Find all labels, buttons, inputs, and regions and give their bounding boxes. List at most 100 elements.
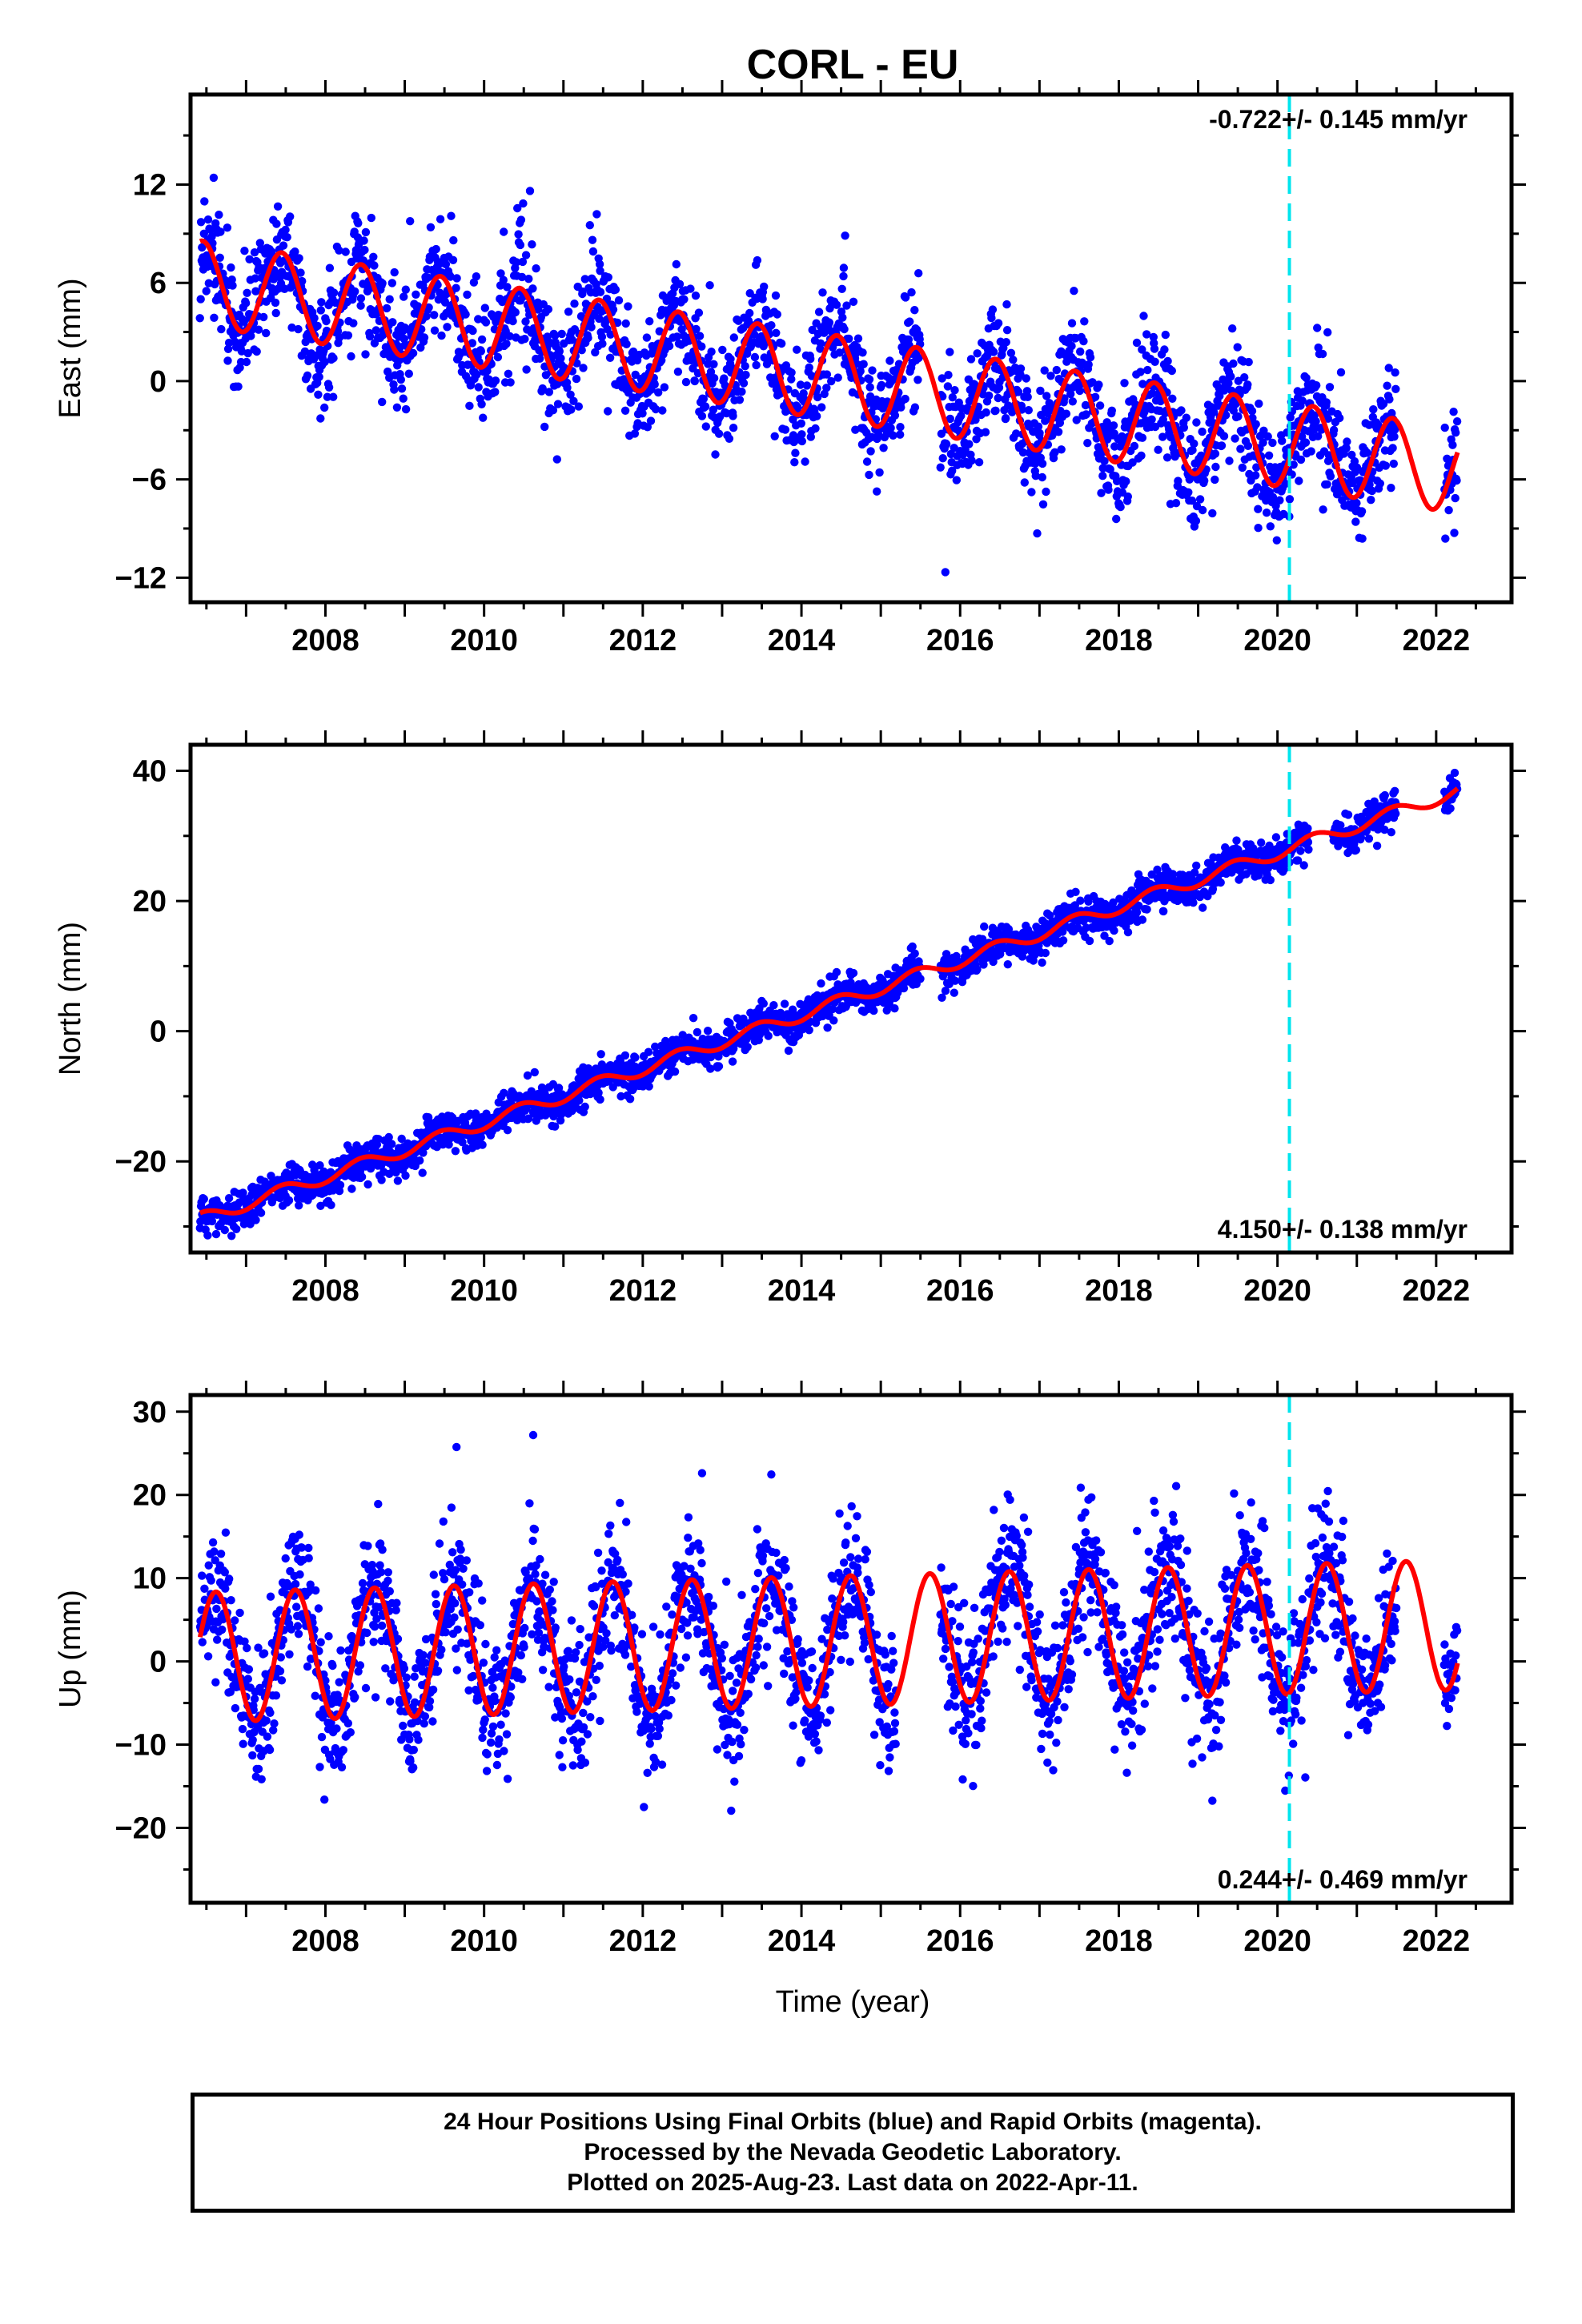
data-point bbox=[1072, 416, 1081, 424]
data-point bbox=[1002, 300, 1011, 309]
data-point bbox=[1262, 509, 1271, 517]
data-point bbox=[538, 384, 547, 393]
data-point bbox=[1391, 786, 1399, 795]
data-point bbox=[532, 264, 540, 273]
data-point bbox=[989, 348, 998, 356]
data-point bbox=[1313, 324, 1322, 332]
data-point bbox=[1097, 489, 1106, 497]
data-point bbox=[441, 259, 451, 269]
data-point bbox=[822, 384, 831, 392]
data-point bbox=[1105, 936, 1114, 946]
data-point bbox=[1325, 383, 1335, 392]
data-point bbox=[840, 324, 849, 334]
data-point bbox=[521, 317, 530, 326]
data-point bbox=[791, 448, 800, 457]
data-point bbox=[823, 1023, 832, 1032]
data-point bbox=[378, 279, 387, 287]
data-point bbox=[1446, 804, 1455, 813]
data-point bbox=[595, 314, 604, 324]
data-point bbox=[343, 331, 353, 340]
data-point bbox=[514, 230, 523, 239]
data-point bbox=[286, 212, 295, 221]
data-point bbox=[227, 263, 235, 272]
y-tick-label: −6 bbox=[132, 464, 167, 497]
data-point bbox=[1148, 388, 1157, 398]
data-point bbox=[522, 365, 531, 374]
data-point bbox=[397, 384, 407, 393]
data-point bbox=[910, 403, 920, 412]
data-point bbox=[578, 287, 587, 296]
data-point bbox=[1240, 373, 1249, 382]
data-point bbox=[544, 388, 554, 396]
data-point bbox=[203, 1231, 212, 1240]
data-point bbox=[965, 440, 974, 448]
data-point bbox=[759, 999, 768, 1008]
data-point bbox=[1352, 499, 1361, 508]
data-point bbox=[796, 380, 805, 389]
data-point bbox=[505, 332, 514, 340]
data-point bbox=[1167, 366, 1177, 376]
data-point bbox=[690, 376, 699, 386]
data-point bbox=[801, 457, 809, 466]
data-point bbox=[552, 455, 561, 464]
data-point bbox=[329, 392, 338, 401]
data-point bbox=[777, 339, 786, 348]
data-point bbox=[476, 1133, 485, 1142]
data-point bbox=[251, 1216, 260, 1224]
data-point bbox=[849, 297, 858, 306]
data-point bbox=[1046, 372, 1055, 380]
data-point bbox=[401, 285, 410, 294]
data-point bbox=[446, 272, 455, 281]
data-point bbox=[211, 1229, 221, 1239]
data-point bbox=[1016, 364, 1026, 373]
data-point bbox=[1251, 420, 1260, 428]
data-point bbox=[543, 332, 552, 341]
data-point bbox=[1161, 330, 1170, 340]
data-point bbox=[651, 404, 661, 414]
data-point bbox=[1006, 348, 1016, 357]
data-point bbox=[741, 362, 749, 371]
data-point bbox=[1363, 448, 1371, 457]
data-point bbox=[207, 232, 216, 241]
data-point bbox=[426, 223, 436, 231]
data-point bbox=[1215, 392, 1224, 400]
data-point bbox=[341, 247, 350, 256]
data-point bbox=[797, 436, 806, 446]
data-point bbox=[564, 308, 573, 316]
data-point bbox=[905, 317, 914, 326]
data-point bbox=[1003, 960, 1013, 969]
data-point bbox=[950, 386, 959, 395]
data-point bbox=[474, 383, 483, 392]
data-point bbox=[1450, 768, 1460, 778]
data-point bbox=[196, 295, 205, 304]
data-point bbox=[1158, 415, 1168, 424]
data-point bbox=[875, 468, 884, 477]
data-point bbox=[868, 366, 877, 375]
data-point bbox=[574, 402, 583, 411]
data-point bbox=[255, 239, 264, 247]
data-point bbox=[665, 341, 674, 351]
data-point bbox=[681, 377, 691, 387]
data-point bbox=[262, 328, 271, 338]
data-point bbox=[575, 1096, 584, 1105]
data-point bbox=[556, 354, 565, 363]
data-point bbox=[1387, 828, 1396, 837]
north-data-points bbox=[195, 768, 1462, 1240]
data-point bbox=[595, 259, 604, 269]
data-point bbox=[367, 213, 375, 223]
data-point bbox=[1364, 834, 1374, 843]
data-point bbox=[519, 199, 528, 208]
data-point bbox=[1251, 471, 1260, 480]
data-point bbox=[1208, 509, 1217, 518]
data-point bbox=[300, 347, 310, 356]
panel-east: 2008 2010 2012 2014 2016 2018 2020 2022−12−6061… bbox=[54, 80, 1526, 657]
data-point bbox=[273, 202, 283, 211]
data-point bbox=[829, 1016, 838, 1025]
data-point bbox=[948, 466, 957, 476]
data-point bbox=[835, 348, 844, 357]
data-point bbox=[316, 306, 325, 315]
data-point bbox=[1150, 344, 1159, 353]
data-point bbox=[524, 275, 533, 283]
data-point bbox=[948, 393, 958, 402]
data-point bbox=[780, 999, 789, 1008]
